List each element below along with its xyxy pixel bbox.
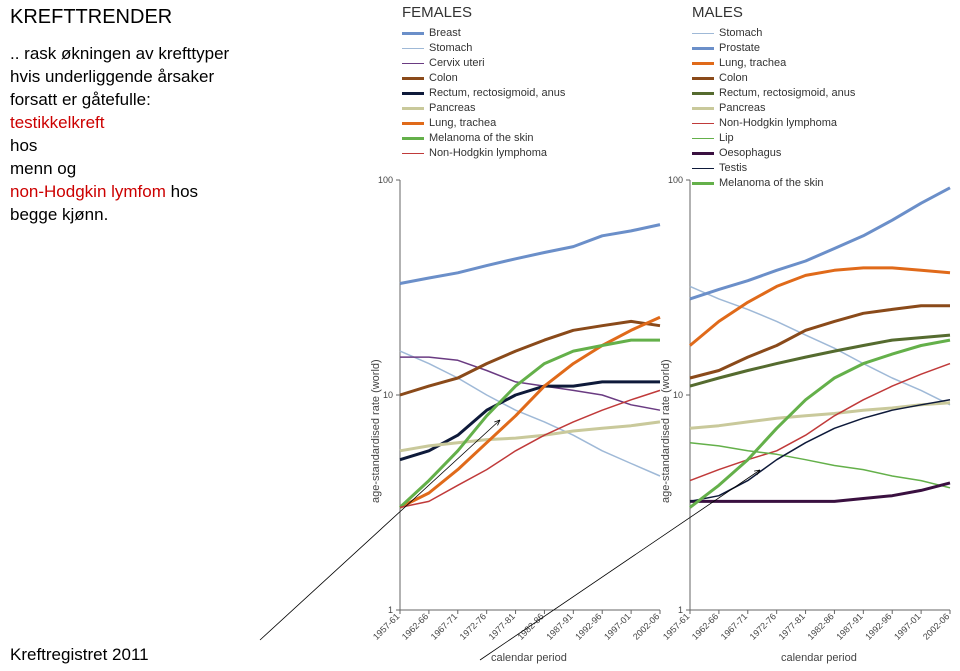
svg-text:1957-61: 1957-61: [661, 611, 691, 641]
chart-females: FEMALESBreastStomachCervix uteriColonRec…: [370, 0, 670, 671]
y-axis-label: age-standardised rate (world): [370, 359, 382, 503]
para-line: forsatt er gåtefulle:: [10, 90, 151, 109]
svg-text:1997-01: 1997-01: [892, 611, 922, 641]
y-axis-label: age-standardised rate (world): [660, 359, 672, 503]
chart-plot: 1101001957-611962-661967-711972-761977-8…: [370, 0, 670, 671]
series-line: [400, 382, 660, 460]
svg-text:1982-86: 1982-86: [515, 611, 545, 641]
series-line: [400, 351, 660, 476]
series-line: [690, 443, 950, 488]
svg-text:1962-66: 1962-66: [400, 611, 430, 641]
svg-text:100: 100: [378, 175, 393, 185]
svg-text:1992-96: 1992-96: [863, 611, 893, 641]
svg-text:1987-91: 1987-91: [544, 611, 574, 641]
para-line: menn og: [10, 159, 76, 178]
svg-text:1967-71: 1967-71: [429, 611, 459, 641]
svg-text:1982-86: 1982-86: [805, 611, 835, 641]
series-line: [690, 188, 950, 299]
svg-text:1997-01: 1997-01: [602, 611, 632, 641]
chart-plot: 1101001957-611962-661967-711972-761977-8…: [660, 0, 960, 671]
svg-text:1962-66: 1962-66: [690, 611, 720, 641]
svg-text:2002-06: 2002-06: [631, 611, 661, 641]
svg-text:1987-91: 1987-91: [834, 611, 864, 641]
para-line: hos: [10, 136, 37, 155]
para-line: .. rask økningen av krefttyper hvis unde…: [10, 44, 229, 86]
footer-text: Kreftregistret 2011: [10, 645, 149, 665]
svg-text:10: 10: [383, 390, 393, 400]
svg-text:1972-76: 1972-76: [458, 611, 488, 641]
para-line-red: testikkelkreft: [10, 113, 104, 132]
svg-text:1992-96: 1992-96: [573, 611, 603, 641]
svg-text:1977-81: 1977-81: [777, 611, 807, 641]
series-line: [690, 483, 950, 502]
series-line: [400, 225, 660, 284]
text-block: KREFTTRENDER .. rask økningen av kreftty…: [10, 6, 240, 227]
series-line: [400, 390, 660, 507]
svg-text:100: 100: [668, 175, 683, 185]
svg-text:2002-06: 2002-06: [921, 611, 951, 641]
page-title: KREFTTRENDER: [10, 6, 240, 29]
svg-text:1957-61: 1957-61: [371, 611, 401, 641]
svg-text:10: 10: [673, 390, 683, 400]
x-axis-label: calendar period: [491, 652, 567, 664]
series-line: [400, 340, 660, 507]
chart-males: MALESStomachProstateLung, tracheaColonRe…: [660, 0, 960, 671]
svg-text:1972-76: 1972-76: [748, 611, 778, 641]
para-line-red: non-Hodgkin lymfom: [10, 182, 171, 201]
x-axis-label: calendar period: [781, 652, 857, 664]
svg-text:1977-81: 1977-81: [487, 611, 517, 641]
svg-text:1967-71: 1967-71: [719, 611, 749, 641]
paragraph: .. rask økningen av krefttyper hvis unde…: [10, 43, 240, 227]
